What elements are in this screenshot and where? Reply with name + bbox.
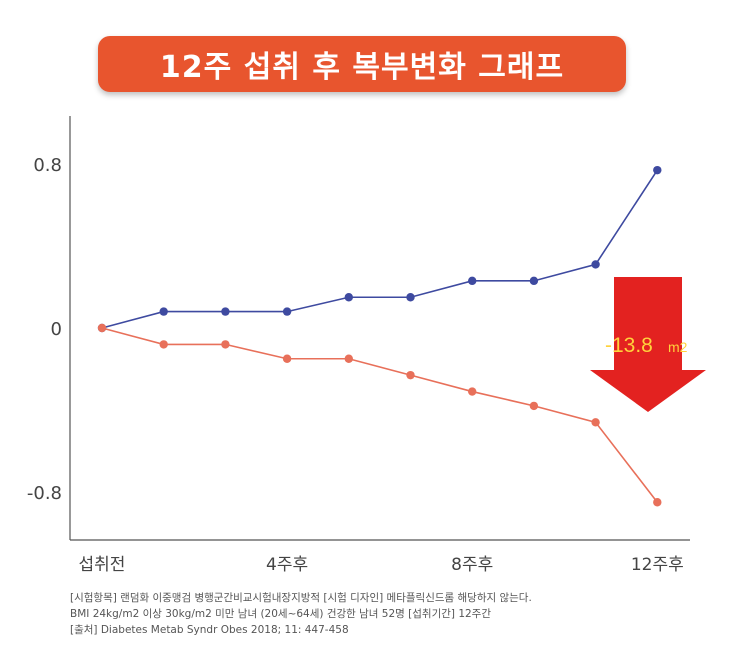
series-1-point bbox=[344, 293, 353, 302]
title-banner: 12주 섭취 후 복부변화 그래프 bbox=[98, 36, 626, 92]
series-1-point bbox=[221, 307, 230, 316]
line-chart: 0.8 0 -0.8 섭취전 4주후 8주후 12주후 -13.8 m2 bbox=[27, 116, 706, 575]
x-tick-labels: 섭취전 4주후 8주후 12주후 bbox=[79, 555, 684, 575]
x-tick-label: 4주후 bbox=[266, 555, 308, 575]
callout-value: -13.8 bbox=[605, 334, 653, 357]
series-layer bbox=[97, 165, 662, 507]
footnote-line-1: [시험항목] 랜덤화 이중맹검 병행군간비교시험내장지방적 [시험 디자인] 메… bbox=[70, 592, 532, 604]
down-arrow-icon bbox=[590, 277, 706, 412]
series-1-point bbox=[529, 276, 539, 286]
series-2-point bbox=[344, 354, 353, 363]
series-2-point bbox=[591, 418, 600, 427]
footnote: [시험항목] 랜덤화 이중맹검 병행군간비교시험내장지방적 [시험 디자인] 메… bbox=[70, 590, 730, 638]
series-2-point bbox=[282, 354, 292, 363]
series-1-point bbox=[468, 276, 477, 286]
series-1-point bbox=[159, 307, 168, 316]
series-2-point bbox=[221, 340, 230, 349]
callout-unit: m2 bbox=[668, 339, 688, 355]
y-tick-label: 0 bbox=[51, 319, 62, 340]
x-tick-label: 8주후 bbox=[451, 555, 493, 575]
x-tick-label: 12주후 bbox=[631, 555, 684, 575]
footnote-line-3: [출처] Diabetes Metab Syndr Obes 2018; 11:… bbox=[70, 624, 349, 636]
series-1-point bbox=[406, 293, 415, 302]
x-tick-label: 섭취전 bbox=[79, 555, 126, 575]
series-2-line bbox=[101, 327, 658, 503]
series-2-point bbox=[529, 401, 539, 411]
series-2-point bbox=[97, 323, 107, 333]
series-1-point bbox=[591, 260, 600, 269]
footnote-line-2: BMI 24kg/m2 이상 30kg/m2 미만 남녀 (20세~64세) 건… bbox=[70, 608, 492, 620]
y-tick-label: -0.8 bbox=[27, 483, 62, 504]
series-1-point bbox=[653, 165, 662, 175]
series-2-point bbox=[159, 340, 168, 349]
series-2-point bbox=[653, 498, 662, 507]
chart-title: 12주 섭취 후 복부변화 그래프 bbox=[159, 50, 565, 85]
series-2-point bbox=[406, 370, 415, 380]
decrease-arrow-callout: -13.8 m2 bbox=[590, 277, 706, 412]
series-1-point bbox=[282, 307, 292, 316]
y-tick-label: 0.8 bbox=[33, 155, 62, 176]
series-2-point bbox=[468, 387, 477, 396]
series-1-line bbox=[101, 169, 658, 329]
y-tick-labels: 0.8 0 -0.8 bbox=[27, 155, 62, 504]
